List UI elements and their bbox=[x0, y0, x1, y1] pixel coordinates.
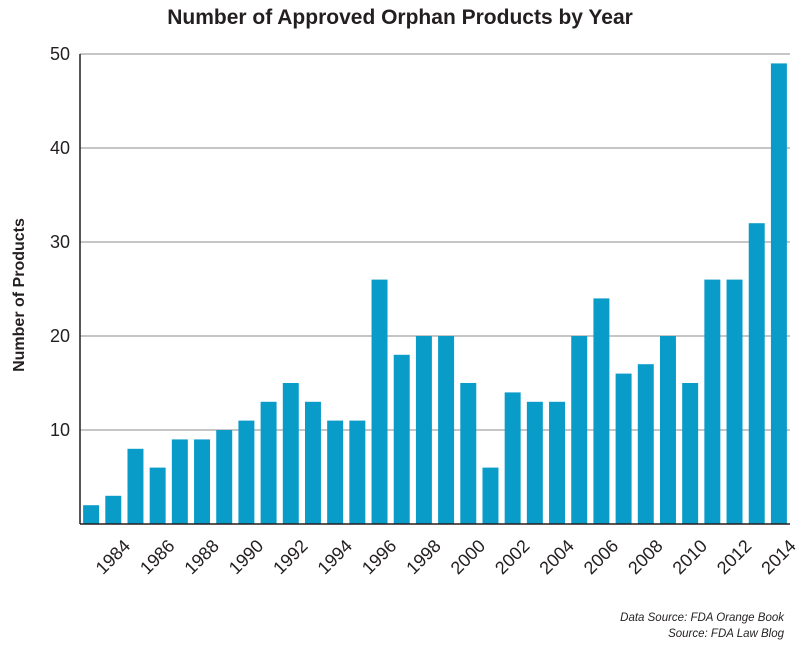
bar-1995 bbox=[349, 420, 366, 524]
x-tick-label-1986: 1986 bbox=[136, 536, 178, 578]
bar-2001 bbox=[482, 467, 499, 524]
bar-2004 bbox=[549, 401, 566, 524]
bar-1992 bbox=[282, 383, 299, 524]
x-tick-label-2008: 2008 bbox=[624, 536, 666, 578]
bar-1988 bbox=[194, 439, 211, 524]
bar-2003 bbox=[526, 401, 543, 524]
y-tick-label-40: 40 bbox=[50, 138, 70, 158]
x-tick-label-1992: 1992 bbox=[269, 536, 311, 578]
x-tick-label-2006: 2006 bbox=[580, 536, 622, 578]
bar-2010 bbox=[682, 383, 699, 524]
gridlines bbox=[80, 53, 790, 431]
x-tick-label-2002: 2002 bbox=[491, 536, 533, 578]
bar-1997 bbox=[393, 354, 410, 524]
bar-1985 bbox=[127, 448, 144, 524]
bar-2009 bbox=[659, 336, 676, 524]
x-tick-labels: 1984 1986 1988 1990 1992 1994 1996 1998 2000 2002… bbox=[92, 536, 800, 578]
x-tick-label-1990: 1990 bbox=[225, 536, 267, 578]
bar-2005 bbox=[571, 336, 588, 524]
y-axis-label: Number of Products bbox=[11, 218, 28, 372]
data-source-note: Data Source: FDA Orange Book bbox=[620, 612, 784, 624]
bars bbox=[83, 63, 787, 525]
y-tick-label-30: 30 bbox=[50, 232, 70, 252]
bar-1991 bbox=[260, 401, 277, 524]
y-tick-label-20: 20 bbox=[50, 326, 70, 346]
x-tick-label-2014: 2014 bbox=[757, 536, 799, 578]
bar-2008 bbox=[637, 364, 654, 524]
x-tick-label-1988: 1988 bbox=[180, 536, 222, 578]
y-tick-label-50: 50 bbox=[50, 44, 70, 64]
bar-2013 bbox=[748, 223, 765, 524]
x-tick-label-1996: 1996 bbox=[358, 536, 400, 578]
y-tick-labels: 10 20 30 40 50 bbox=[50, 44, 70, 440]
bar-1998 bbox=[415, 336, 432, 524]
bar-2000 bbox=[460, 383, 477, 524]
bar-1984 bbox=[105, 495, 122, 524]
source-note: Source: FDA Law Blog bbox=[668, 628, 784, 640]
bar-1999 bbox=[438, 336, 455, 524]
bar-1983 bbox=[83, 505, 100, 524]
bar-1986 bbox=[149, 467, 166, 524]
x-tick-label-2012: 2012 bbox=[713, 536, 755, 578]
x-tick-label-2000: 2000 bbox=[447, 536, 489, 578]
x-tick-label-2010: 2010 bbox=[669, 536, 711, 578]
bar-1994 bbox=[327, 420, 344, 524]
bar-1990 bbox=[238, 420, 255, 524]
bar-2006 bbox=[593, 298, 610, 524]
bar-1993 bbox=[304, 401, 321, 524]
bar-2014 bbox=[770, 63, 787, 525]
axes bbox=[79, 54, 790, 525]
bar-2007 bbox=[615, 373, 632, 524]
x-tick-label-1998: 1998 bbox=[402, 536, 444, 578]
bar-2011 bbox=[704, 279, 721, 524]
x-tick-label-2004: 2004 bbox=[535, 536, 577, 578]
y-tick-label-10: 10 bbox=[50, 420, 70, 440]
bar-2002 bbox=[504, 392, 521, 524]
chart-title: Number of Approved Orphan Products by Ye… bbox=[167, 6, 633, 29]
bar-1987 bbox=[171, 439, 188, 524]
x-tick-label-1984: 1984 bbox=[92, 536, 134, 578]
bar-2012 bbox=[726, 279, 743, 524]
bar-1989 bbox=[216, 430, 233, 524]
x-tick-label-1994: 1994 bbox=[314, 536, 356, 578]
bar-1996 bbox=[371, 279, 388, 524]
